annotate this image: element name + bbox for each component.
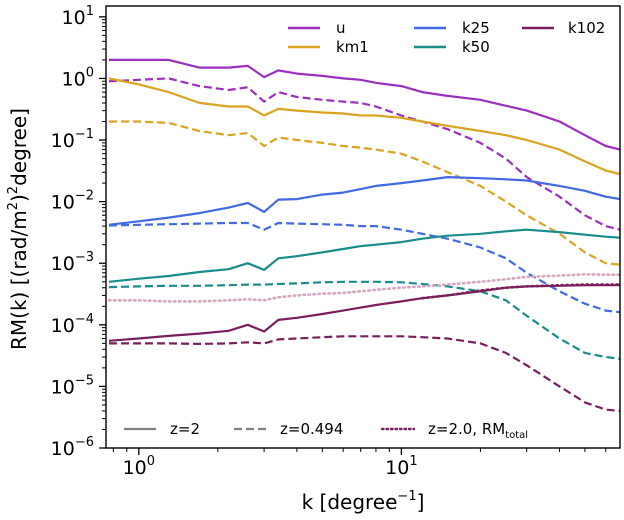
y-axis-label-sup2: 2 [6, 186, 21, 194]
series-line-2 [108, 77, 621, 176]
y-tick-label-0: 10−6 [51, 435, 94, 460]
y-tick-base: 10 [62, 68, 86, 90]
y-axis-label-main: RM(k) [(rad/m [7, 210, 31, 350]
series-line-10 [109, 335, 621, 412]
y-tick-base: 10 [51, 376, 75, 398]
legend-label-km1: km1 [336, 38, 369, 56]
legend-label-k50: k50 [462, 38, 490, 56]
legend-entry-rmtotal: z=2.0, RMtotal [380, 420, 528, 441]
series-line-3 [109, 120, 621, 266]
x-tick-exp: 1 [409, 454, 417, 469]
y-tick-exp: −4 [75, 312, 94, 327]
legend-label-rmtotal-main: z=2.0, RM [428, 420, 505, 438]
y-axis-label-paren: ) [7, 194, 31, 202]
x-tick-exp: 0 [147, 454, 155, 469]
x-axis: 100 101 [112, 448, 607, 479]
legend-label-rmtotal-sub: total [505, 430, 528, 441]
series-line-9 [108, 284, 620, 342]
legend-entry-z2: z=2 [124, 420, 200, 438]
legend-entry-k50: k50 [414, 38, 490, 56]
series-line-4 [108, 176, 621, 226]
y-tick-exp: 1 [86, 4, 94, 19]
x-tick-label-0: 100 [123, 454, 155, 479]
y-tick-base: 10 [51, 253, 75, 275]
y-tick-label-3: 10−3 [51, 250, 94, 275]
y-tick-exp: −6 [75, 435, 94, 450]
plot-series [107, 58, 622, 412]
series-line-5 [108, 221, 621, 314]
x-axis-label-main: k [degree [302, 490, 398, 514]
x-tick-base: 10 [385, 457, 409, 479]
y-axis-label: RM(k) [(rad/m2)2degree] [6, 108, 31, 350]
y-tick-base: 10 [51, 438, 75, 460]
y-tick-exp: 0 [86, 65, 94, 80]
legend-label-z0494: z=0.494 [280, 420, 343, 438]
series-line-11 [420, 283, 622, 300]
x-axis-label-close: ] [417, 490, 425, 514]
series-line-6 [108, 228, 621, 283]
y-tick-label-6: 100 [62, 65, 94, 90]
y-tick-base: 10 [51, 192, 75, 214]
x-axis-label: k [degree−1] [302, 489, 425, 514]
legend-label-z2: z=2 [170, 420, 200, 438]
x-tick-label-1: 101 [385, 454, 417, 479]
series-line-7 [108, 280, 621, 360]
y-tick-label-1: 10−5 [51, 373, 94, 398]
legend-entry-km1: km1 [288, 38, 369, 56]
y-axis-label-tail: degree] [7, 108, 31, 186]
x-axis-label-sup: −1 [397, 489, 416, 504]
legend-styles: z=2 z=0.494 z=2.0, RMtotal [124, 420, 528, 441]
y-tick-base: 10 [51, 130, 75, 152]
y-tick-exp: −5 [75, 373, 94, 388]
y-tick-exp: −1 [75, 127, 94, 142]
y-tick-label-7: 101 [62, 4, 94, 29]
plot-frame [105, 5, 621, 449]
y-axis-label-sup: 2 [6, 202, 21, 210]
x-tick-base: 10 [123, 457, 147, 479]
y-tick-label-5: 10−1 [51, 127, 94, 152]
y-tick-base: 10 [62, 7, 86, 29]
legend-label-u: u [336, 19, 346, 37]
legend-entry-k102: k102 [522, 19, 605, 37]
y-tick-label-4: 10−2 [51, 189, 94, 214]
y-tick-label-2: 10−4 [51, 312, 94, 337]
legend-entry-z0494: z=0.494 [234, 420, 343, 438]
legend-label-k25: k25 [462, 19, 490, 37]
legend-entry-u: u [288, 19, 346, 37]
legend-colors: u km1 k25 k50 k102 [288, 19, 605, 56]
legend-label-k102: k102 [568, 19, 605, 37]
legend-entry-k25: k25 [414, 19, 490, 37]
series-line-8 [107, 273, 622, 303]
series-line-1 [108, 77, 621, 231]
y-tick-exp: −2 [75, 189, 94, 204]
series-line-0 [109, 58, 621, 151]
y-tick-exp: −3 [75, 250, 94, 265]
y-tick-base: 10 [51, 315, 75, 337]
legend-label-rmtotal: z=2.0, RMtotal [428, 420, 528, 441]
